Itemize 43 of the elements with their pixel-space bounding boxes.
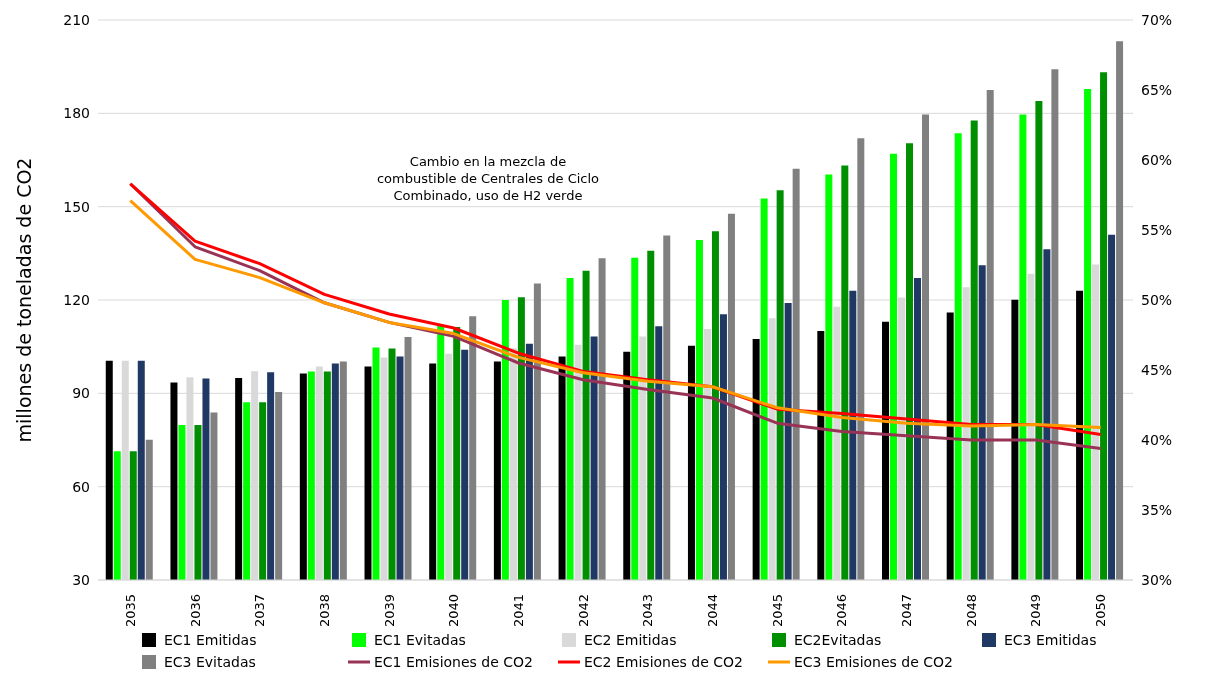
legend-label: EC3 Evitadas [164, 654, 256, 670]
x-tick-label: 2039 [381, 594, 397, 628]
legend-label: EC2 Emisiones de CO2 [584, 654, 743, 670]
y2-tick-label: 70% [1141, 11, 1173, 28]
y2-tick-label: 30% [1141, 571, 1173, 588]
y2-tick-label: 50% [1141, 291, 1173, 308]
y-tick-label: 30 [72, 571, 90, 588]
x-tick-label: 2036 [187, 594, 203, 628]
x-tick-label: 2038 [316, 594, 332, 628]
legend-label: EC1 Emisiones de CO2 [374, 654, 533, 670]
x-tick-label: 2046 [834, 594, 850, 628]
x-tick-label: 2044 [705, 594, 721, 628]
legend-label: EC3 Emisiones de CO2 [794, 654, 953, 670]
x-tick-label: 2048 [963, 594, 979, 628]
y2-tick-label: 45% [1141, 361, 1173, 378]
y2-tick-label: 60% [1141, 151, 1173, 168]
legend-label: EC1 Emitidas [164, 632, 257, 648]
y-tick-label: 120 [63, 291, 90, 308]
y-tick-label: 180 [63, 105, 90, 122]
y-tick-label: 90 [72, 385, 90, 402]
y2-tick-label: 35% [1141, 501, 1173, 518]
x-tick-label: 2043 [640, 594, 656, 628]
x-tick-label: 2040 [446, 594, 462, 628]
x-tick-label: 2050 [1093, 594, 1109, 628]
y-tick-label: 210 [63, 11, 90, 28]
x-tick-label: 2037 [252, 594, 268, 628]
y2-tick-label: 65% [1141, 81, 1173, 98]
x-tick-label: 2035 [122, 594, 138, 628]
legend-label: EC2Evitadas [794, 632, 882, 648]
y2-tick-label: 40% [1141, 431, 1173, 448]
annotation: Cambio en la mezcla de combustible de Centrales de Ciclo Combinado, uso de H2 verde [375, 153, 601, 204]
y2-tick-label: 55% [1141, 221, 1173, 238]
x-tick-label: 2047 [899, 594, 915, 628]
legend-label: EC1 Evitadas [374, 632, 466, 648]
x-tick-label: 2041 [510, 594, 526, 628]
x-tick-label: 2049 [1028, 594, 1044, 628]
y-axis-title: millones de toneladas de CO2 [12, 157, 35, 443]
y-tick-label: 150 [63, 198, 90, 215]
legend-label: EC2 Emitidas [584, 632, 677, 648]
y-tick-label: 60 [72, 478, 90, 495]
legend-label: EC3 Emitidas [1004, 632, 1097, 648]
x-tick-label: 2045 [769, 594, 785, 628]
x-tick-label: 2042 [575, 594, 591, 628]
